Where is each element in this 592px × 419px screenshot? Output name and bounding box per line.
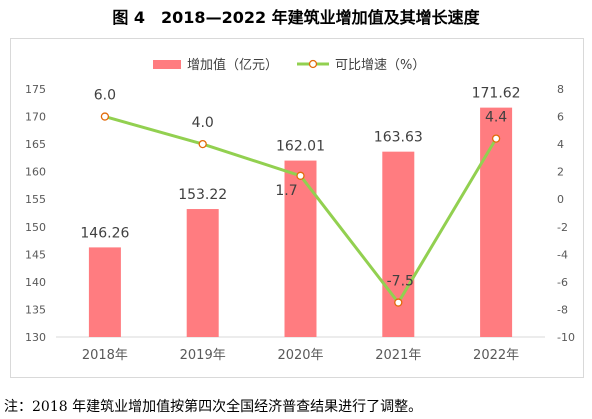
line-series (100, 112, 501, 307)
chart-legend: 增加值（亿元） 可比增速（%） (153, 57, 425, 73)
footnote: 注：2018 年建筑业增加值按第四次全国经济普查结果进行了调整。 (4, 399, 423, 415)
line-marker (491, 134, 501, 143)
line-marker (198, 139, 207, 149)
category-label: 2022年 (473, 348, 519, 363)
category-label: 2021年 (375, 348, 421, 363)
figure-title: 图 4 2018—2022 年建筑业增加值及其增长速度 (112, 8, 480, 27)
left-tick-label: 165 (25, 138, 46, 151)
left-tick-label: 145 (25, 248, 46, 261)
right-tick-label: -4 (557, 248, 568, 261)
category-label: 2020年 (277, 348, 323, 363)
bar (382, 151, 415, 337)
combo-chart: 增加值（亿元） 可比增速（%） 130 135 140 145 150 155 160 165… (25, 57, 575, 363)
line-value-label: -7.5 (387, 274, 414, 290)
right-tick-label: 6 (557, 111, 564, 124)
right-tick-label: 8 (557, 83, 564, 96)
line-value-label: 1.7 (275, 183, 297, 199)
left-tick-label: 170 (25, 111, 46, 124)
bar (480, 107, 513, 337)
chart-frame: 增加值（亿元） 可比增速（%） 130 135 140 145 150 155 160 165… (10, 38, 584, 378)
line-data-labels: 6.0 4.0 1.7 -7.5 4.4 (94, 88, 508, 290)
line-value-label: 4.4 (485, 110, 507, 126)
left-tick-label: 155 (25, 193, 46, 206)
bar-value-label: 146.26 (80, 225, 129, 241)
line-marker (100, 112, 110, 121)
left-tick-label: 175 (25, 83, 46, 96)
line-marker (394, 298, 403, 307)
bar (186, 209, 219, 337)
right-axis: -10 -8 -6 -4 -2 0 2 4 6 8 (557, 83, 575, 344)
left-tick-label: 140 (25, 276, 46, 289)
left-tick-label: 135 (25, 303, 46, 316)
bar-data-labels: 146.26 153.22 162.01 163.63 171.62 (80, 86, 520, 242)
right-tick-label: -10 (557, 331, 575, 344)
bar-value-label: 171.62 (472, 86, 521, 102)
right-tick-label: 4 (557, 138, 564, 151)
right-tick-label: -8 (557, 303, 568, 316)
category-labels: 2018年 2019年 2020年 2021年 2022年 (82, 348, 519, 363)
category-label: 2018年 (82, 348, 128, 363)
left-tick-label: 150 (25, 221, 46, 234)
right-tick-label: 2 (557, 166, 564, 179)
right-tick-label: -2 (557, 221, 568, 234)
right-tick-label: 0 (557, 193, 564, 206)
right-tick-label: -6 (557, 276, 568, 289)
legend-line-label: 可比增速（%） (335, 58, 425, 73)
line-marker (296, 171, 305, 180)
bar-value-label: 153.22 (178, 187, 227, 203)
category-label: 2019年 (180, 348, 226, 363)
legend-bar-swatch (153, 60, 181, 69)
bar (88, 247, 121, 337)
line-value-label: 4.0 (192, 115, 214, 131)
left-axis: 130 135 140 145 150 155 160 165 170 175 (25, 83, 46, 344)
bar-value-label: 163.63 (374, 130, 423, 146)
left-tick-label: 130 (25, 331, 46, 344)
line-value-label: 6.0 (94, 88, 116, 104)
legend-line-marker (308, 59, 318, 69)
bar-value-label: 162.01 (276, 139, 325, 155)
left-tick-label: 160 (25, 166, 46, 179)
legend-bar-label: 增加值（亿元） (187, 57, 278, 73)
